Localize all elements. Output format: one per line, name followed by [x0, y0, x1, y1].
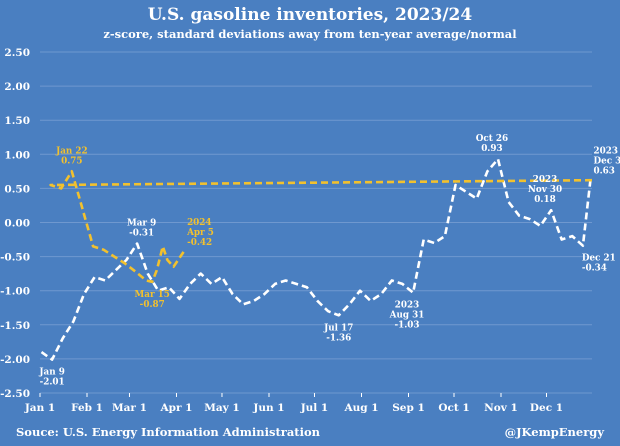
- x-tick-label: Apr 1: [159, 402, 192, 414]
- x-tick-label: Aug 1: [343, 402, 378, 414]
- annotation-line: 0.93: [481, 144, 502, 154]
- y-tick-label: -2.50: [0, 388, 30, 400]
- annotation-line: Oct 26: [476, 134, 508, 144]
- series-line-2024: [49, 170, 593, 284]
- author-handle: @JKempEnergy: [505, 425, 605, 439]
- annotation-line: -0.42: [187, 238, 212, 248]
- chart-title: U.S. gasoline inventories, 2023/24: [148, 5, 473, 25]
- annotation-line: Mar 9: [127, 219, 156, 229]
- x-tick-label: Jan 1: [24, 402, 55, 414]
- y-tick-label: -0.50: [0, 252, 30, 264]
- y-tick-label: 1.00: [4, 149, 30, 161]
- annotation-line: 0.75: [61, 156, 82, 166]
- annotation-line: Nov 30: [528, 185, 562, 195]
- x-tick-label: Jun 1: [252, 402, 284, 414]
- annotation-line: 0.18: [534, 195, 555, 205]
- data-annotation: Mar 9 -0.31: [127, 219, 156, 239]
- annotation-line: Mar 15: [135, 290, 170, 300]
- data-annotation: Jul 17 -1.36: [323, 323, 353, 343]
- y-tick-label: 1.50: [4, 115, 30, 127]
- annotation-line: Apr 5: [186, 228, 214, 238]
- annotation-line: Aug 31: [389, 311, 425, 321]
- chart-subtitle: z-score, standard deviations away from t…: [103, 27, 517, 41]
- x-tick-label: Sep 1: [392, 402, 425, 414]
- source-note: Souce: U.S. Energy Information Administr…: [16, 425, 321, 439]
- y-axis-ticks: 2.50 2.00 1.50 1.00 0.50 0.00 -0.50 -1.00 -1.50 -…: [0, 47, 30, 400]
- grid-layer: [40, 51, 592, 394]
- x-tick-label: Nov 1: [484, 402, 518, 414]
- data-annotation: 2023 Aug 31 -1.03: [389, 301, 425, 331]
- annotation-line: Dec 30: [593, 157, 620, 167]
- annotation-line: -1.36: [326, 333, 351, 343]
- annotation-line: -2.01: [40, 378, 65, 388]
- y-tick-label: 2.50: [4, 47, 30, 59]
- series-layer: [40, 157, 593, 361]
- y-tick-label: 0.00: [4, 218, 30, 230]
- data-annotation: Oct 26 0.93: [476, 134, 508, 154]
- annotation-line: Jul 17: [323, 323, 353, 333]
- data-annotation: Dec 21 -0.34: [582, 254, 616, 274]
- y-tick-label: 2.00: [4, 81, 30, 93]
- data-annotation: 2024 Apr 5 -0.42: [186, 218, 214, 248]
- annotation-line: 2023: [395, 301, 419, 311]
- annotation-line: -1.03: [394, 321, 419, 331]
- data-annotation: Mar 15 -0.87: [135, 290, 170, 310]
- annotation-line: 2023: [533, 175, 557, 185]
- y-tick-label: -2.00: [0, 354, 30, 366]
- x-tick-label: Dec 1: [530, 402, 563, 414]
- data-annotation: Jan 9 -2.01: [38, 368, 64, 388]
- annotation-line: -0.31: [129, 229, 154, 239]
- annotation-line: 2024: [187, 218, 211, 228]
- data-annotation: 2023 Nov 30 0.18: [528, 175, 562, 205]
- x-tick-label: Jul 1: [300, 402, 329, 414]
- data-annotation: Jan 22 0.75: [55, 146, 88, 166]
- x-tick-label: Feb 1: [71, 402, 103, 414]
- annotation-line: Jan 9: [38, 368, 64, 378]
- y-tick-label: -1.00: [0, 286, 30, 298]
- y-tick-label: 0.50: [4, 183, 30, 195]
- x-tick-label: May 1: [204, 402, 240, 414]
- annotation-line: 0.63: [593, 167, 614, 177]
- annotation-line: Dec 21: [582, 254, 616, 264]
- x-axis-ticks: Jan 1 Feb 1 Mar 1 Apr 1 May 1 Jun 1 Jul 1 Aug 1…: [24, 393, 563, 414]
- x-tick-label: Oct 1: [438, 402, 469, 414]
- annotation-line: -0.87: [140, 300, 165, 310]
- annotation-line: -0.34: [582, 264, 607, 274]
- annotation-line: Jan 22: [55, 146, 88, 156]
- y-tick-label: -1.50: [0, 320, 30, 332]
- annotation-line: 2023: [593, 147, 617, 157]
- x-tick-label: Mar 1: [112, 402, 147, 414]
- series-line-2023: [40, 157, 592, 361]
